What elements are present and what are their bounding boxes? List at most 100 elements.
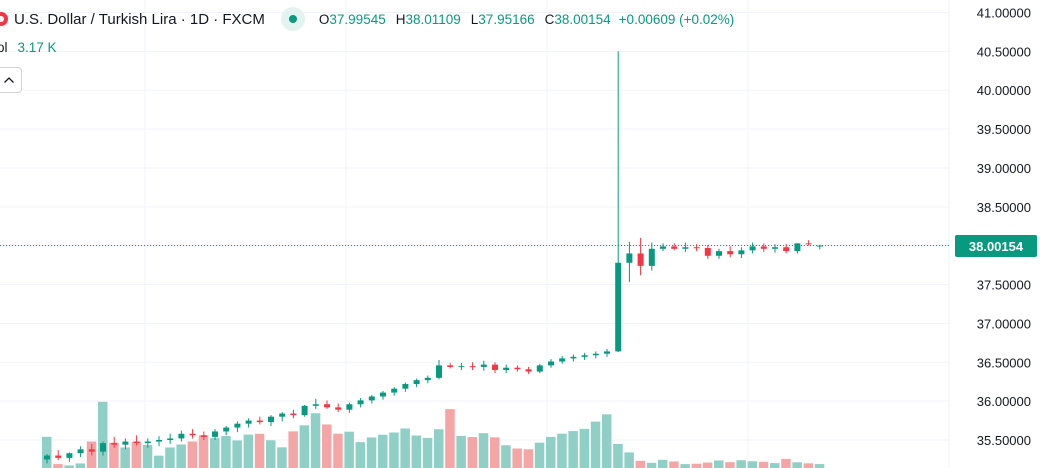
candle-body [100,443,106,452]
high-label: H [395,11,406,27]
volume-bar [602,414,612,468]
candle-body [660,246,666,249]
price-axis-background [952,0,1040,468]
volume-bar [277,447,287,468]
volume-bar [456,435,466,468]
volume-bar [478,433,489,468]
chevron-up-icon [4,77,14,83]
volume-legend[interactable]: ol 3.17 K [0,40,57,55]
volume-bar [814,464,825,468]
volume-bar [523,449,534,468]
volume-bar [131,441,142,468]
candle-body [144,441,151,444]
volume-bar [221,436,231,468]
candle-body [66,453,73,458]
collapse-legend-button[interactable] [0,67,22,93]
candle-body [816,245,823,247]
candle-body [693,247,700,249]
volume-bar [501,445,511,468]
candle-body [559,358,566,362]
candle-body [447,365,454,367]
candle-body [480,364,487,367]
volume-bar [210,438,220,468]
candle-body [391,388,398,393]
price-axis[interactable]: 41.00000 40.50000 40.00000 39.50000 39.00000… [952,0,1040,468]
volume-bar [154,455,164,468]
open-value: 37.99545 [329,11,386,27]
volume-bar [792,462,802,468]
candle-body [492,364,498,371]
candle-body [312,404,319,406]
volume-bar [400,428,410,468]
volume-bar [109,442,119,468]
volume-bar [702,462,713,468]
candle-body [525,369,532,372]
volume-bar [758,461,769,468]
volume-bars [42,401,825,468]
candle-body [592,353,599,356]
candle-body [424,377,431,381]
low-value: 37.95166 [478,11,535,27]
market-status-icon[interactable] [280,7,305,31]
close-label: C [544,11,555,27]
candle-body [324,404,330,408]
volume-bar [42,436,52,468]
symbol-flag-icon [0,12,8,26]
candle-body [111,443,118,445]
volume-bar [691,463,702,468]
volume-bar [176,444,186,468]
price-tick-label: 40.00000 [977,83,1031,98]
symbol-title[interactable]: U.S. Dollar / Turkish Lira · 1D · FXCM [14,10,265,28]
ohlc-values: O 37.99545 H 38.01109 L 37.95166 C 38.00154 … [319,12,734,27]
volume-bar [322,424,332,468]
change-value: +0.00609 (+0.02%) [618,11,735,27]
volume-bar [366,437,377,468]
candle-body [357,400,364,405]
candle-body [290,413,297,416]
current-price-label: 38.00154 [955,235,1037,257]
candle-body [626,253,633,263]
candle-body [637,253,644,266]
candle-body [77,449,84,454]
price-tick-label: 36.00000 [977,394,1031,409]
volume-bar [232,440,242,468]
volume-bar [333,433,343,468]
candle-body [268,416,274,423]
candle-body [178,433,185,439]
candle-body [469,366,476,368]
volume-bar [254,433,265,468]
candlesticks [44,51,823,464]
volume-value: 3.17 K [17,40,57,55]
candle-body [402,384,409,389]
candle-body [772,247,778,249]
candle-body [570,356,577,359]
candle-body [223,427,230,432]
volume-bar [467,437,478,468]
volume-bar [64,465,74,468]
price-tick-label: 39.50000 [977,122,1031,137]
symbol-legend[interactable]: U.S. Dollar / Turkish Lira · 1D · FXCM O… [0,7,734,31]
volume-bar [546,436,556,468]
candle-body [727,251,734,255]
price-tick-label: 39.00000 [977,161,1031,176]
volume-bar [187,441,198,468]
volume-bar [422,437,433,468]
volume-bar [198,435,209,468]
volume-bar [624,452,634,468]
candle-body [234,423,241,428]
candle-body [200,435,207,437]
volume-bar [445,409,455,468]
volume-label: ol [0,40,8,55]
candle-body [88,449,95,452]
volume-bar [512,448,522,468]
volume-bar [725,462,735,468]
volume-bar [434,429,444,468]
candle-body [760,246,767,249]
price-tick-label: 37.50000 [977,278,1031,293]
candle-body [716,251,722,256]
volume-bar [288,431,298,468]
candle-body [682,247,689,249]
volume-bar [142,444,153,468]
candle-body [458,366,465,368]
